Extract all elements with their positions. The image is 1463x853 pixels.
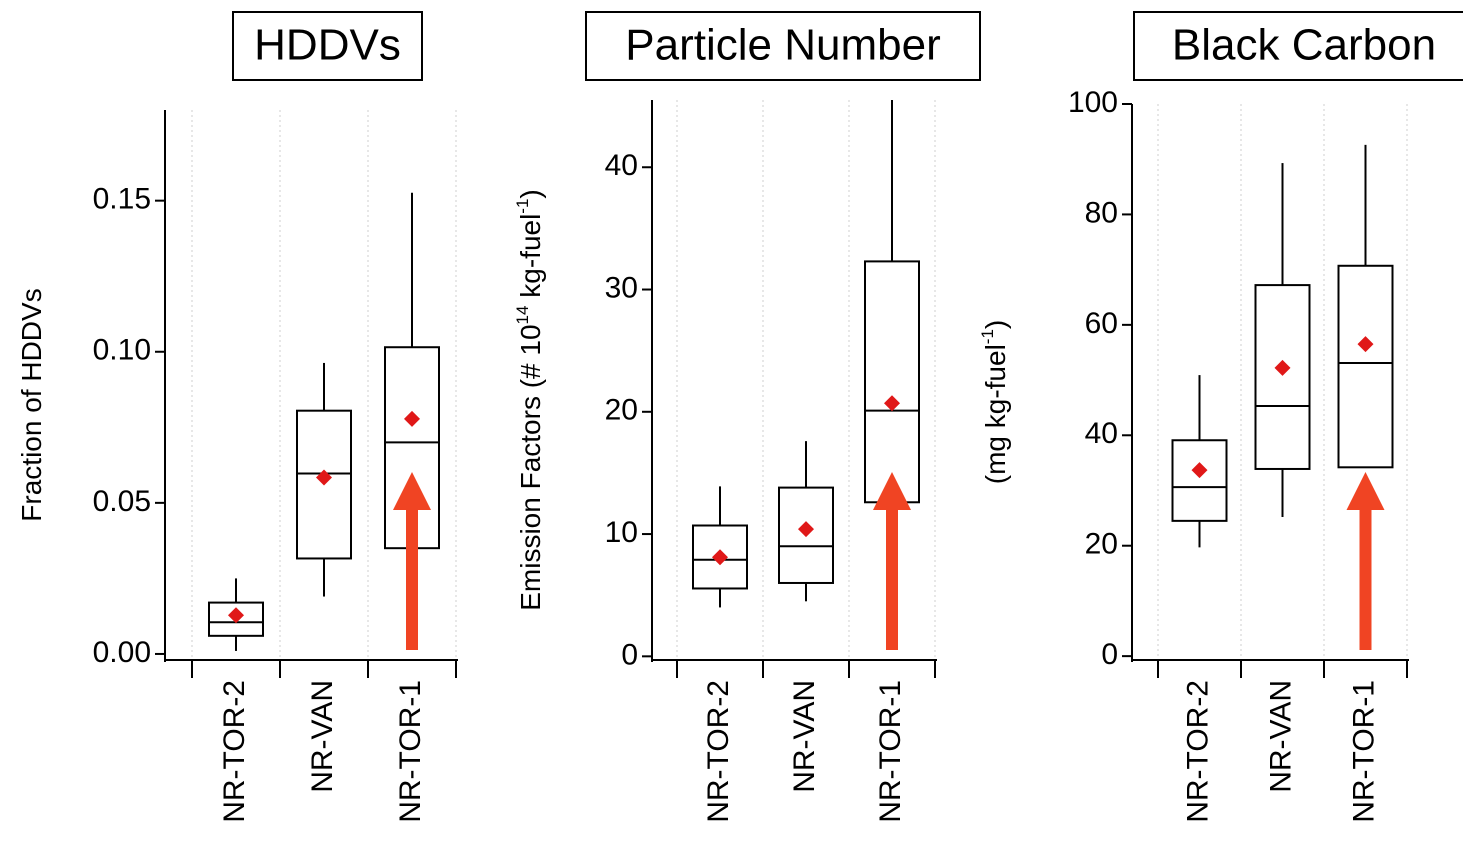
y-tick-label: 0.00: [93, 636, 151, 669]
box: [208, 601, 264, 637]
box: [1171, 439, 1228, 522]
mean-marker: [798, 521, 814, 538]
y-axis-label-part: kg-fuel: [515, 214, 546, 306]
x-tick-label: NR-TOR-1: [874, 680, 907, 823]
y-axis-label-part: ): [980, 320, 1011, 329]
y-tick-label: 10: [605, 516, 638, 549]
y-tick-label: 20: [605, 394, 638, 427]
box: [778, 486, 834, 584]
mean-marker: [316, 469, 332, 486]
box: [296, 409, 352, 560]
y-axis-label-part: Fraction of HDDVs: [16, 288, 47, 521]
y-tick-label: 0: [621, 638, 638, 671]
mean-marker: [1357, 336, 1374, 353]
mean-marker: [712, 549, 728, 566]
arrow-head: [393, 472, 431, 510]
box: [864, 260, 920, 504]
mean-marker: [228, 607, 244, 624]
y-axis-label-part: -1: [513, 199, 532, 214]
x-tick-label: NR-TOR-1: [394, 680, 427, 823]
arrow-head: [1346, 472, 1385, 510]
mean-marker: [884, 395, 900, 412]
y-axis-label: Emission Factors (# 1014 kg-fuel-1): [513, 189, 546, 611]
y-axis-label-part: Emission Factors (# 10: [515, 324, 546, 610]
y-axis-label-part: 14: [513, 306, 532, 325]
y-tick-label: 60: [1085, 307, 1118, 340]
y-tick-label: 30: [605, 271, 638, 304]
y-axis-label: (mg kg-fuel-1): [978, 320, 1011, 485]
mean-marker: [1274, 359, 1291, 376]
x-tick-label: NR-VAN: [306, 680, 339, 793]
x-tick-label: NR-TOR-1: [1347, 680, 1380, 823]
x-tick-label: NR-VAN: [1264, 680, 1297, 793]
box: [1337, 264, 1394, 469]
y-tick-label: 0.05: [93, 485, 151, 518]
x-tick-label: NR-TOR-2: [1181, 680, 1214, 823]
x-tick-label: NR-TOR-2: [218, 680, 251, 823]
y-axis-label-part: -1: [978, 329, 997, 344]
mean-marker: [1191, 462, 1208, 479]
chart-title: Particle Number: [625, 21, 940, 70]
chart-title: Black Carbon: [1172, 21, 1436, 70]
x-tick-label: NR-TOR-2: [702, 680, 735, 823]
box: [1254, 284, 1311, 470]
title-box: [1133, 11, 1463, 81]
y-tick-label: 20: [1085, 528, 1118, 561]
y-tick-label: 40: [605, 149, 638, 182]
y-tick-label: 100: [1068, 86, 1118, 119]
y-axis-label-part: ): [515, 189, 546, 198]
y-tick-label: 0.15: [93, 183, 151, 216]
y-tick-label: 0: [1101, 638, 1118, 671]
title-box: [585, 11, 981, 81]
y-tick-label: 80: [1085, 196, 1118, 229]
title-box: [232, 11, 423, 81]
mean-marker: [404, 410, 420, 427]
arrow-head: [873, 472, 911, 510]
y-axis-label: Fraction of HDDVs: [16, 288, 47, 521]
y-axis-label-part: (mg kg-fuel: [980, 344, 1011, 484]
y-tick-label: 0.10: [93, 334, 151, 367]
x-tick-label: NR-VAN: [788, 680, 821, 793]
box: [692, 524, 748, 590]
chart-title: HDDVs: [254, 21, 401, 70]
y-tick-label: 40: [1085, 417, 1118, 450]
